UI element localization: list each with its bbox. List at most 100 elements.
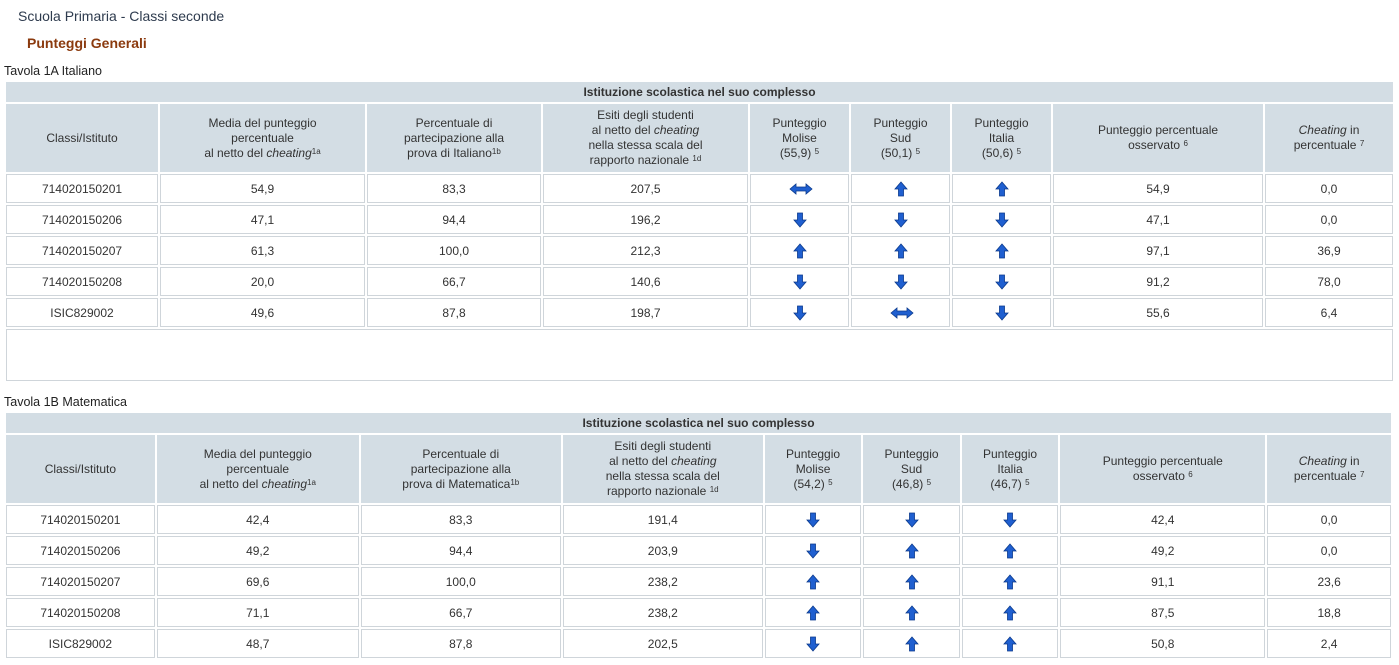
cell-confronto-sud xyxy=(851,267,950,296)
cell-osservato: 87,5 xyxy=(1060,598,1266,627)
col-header-cheating: Cheating in percentuale 7 xyxy=(1267,435,1391,503)
table-row: 714020150206 47,1 94,4 196,2 47,1 0,0 xyxy=(6,205,1394,234)
header-text: Cheating xyxy=(1298,454,1347,468)
cell-classe-id: 714020150206 xyxy=(6,536,155,565)
header-text: (55,9) xyxy=(779,145,812,160)
cell-partecipazione: 66,7 xyxy=(360,598,561,627)
header-text: cheating xyxy=(266,145,312,160)
arrow-left-right-icon xyxy=(889,305,914,321)
footnote-ref: 1b xyxy=(491,146,501,156)
table-italiano: Istituzione scolastica nel suo complesso… xyxy=(4,80,1395,383)
arrow-up-icon xyxy=(901,635,923,652)
header-text: Punteggio percentuale xyxy=(1097,123,1219,137)
cell-confronto-ita xyxy=(952,205,1051,234)
header-text: Percentuale di xyxy=(415,115,493,130)
cell-cheating: 0,0 xyxy=(1265,205,1394,234)
cell-cheating: 2,4 xyxy=(1267,629,1391,658)
cell-confronto-reg xyxy=(750,298,849,327)
cell-classe-id: 714020150201 xyxy=(6,505,155,534)
header-text: (50,1) xyxy=(880,145,913,160)
header-text: Media del punteggio xyxy=(203,446,312,461)
header-text: (54,2) xyxy=(793,476,825,491)
cell-confronto-sud xyxy=(863,536,960,565)
cell-osservato: 54,9 xyxy=(1053,174,1263,203)
cell-classe-id: ISIC829002 xyxy=(6,629,155,658)
col-header-partecipazione: Percentuale di partecipazione alla prova d… xyxy=(367,104,541,172)
cell-esiti: 191,4 xyxy=(562,505,763,534)
col-header-partecipazione: Percentuale di partecipazione alla prova d… xyxy=(360,435,561,503)
cell-confronto-ita xyxy=(952,174,1051,203)
arrow-up-icon xyxy=(991,242,1013,259)
table-caption-matematica: Tavola 1B Matematica xyxy=(4,395,127,409)
header-text: prova di Matematica xyxy=(402,476,511,491)
cell-confronto-reg xyxy=(750,236,849,265)
footnote-ref: 6 xyxy=(1183,139,1188,148)
table-row: 714020150207 69,6 100,0 238,2 91,1 23,6 xyxy=(6,567,1391,596)
header-text: (46,7) xyxy=(990,476,1022,491)
cell-esiti: 198,7 xyxy=(543,298,748,327)
cell-partecipazione: 94,4 xyxy=(360,536,561,565)
cell-confronto-ita xyxy=(961,629,1059,658)
cell-cheating: 36,9 xyxy=(1265,236,1394,265)
cell-osservato: 49,2 xyxy=(1060,536,1266,565)
header-text: in xyxy=(1350,123,1360,137)
cell-media: 61,3 xyxy=(160,236,365,265)
table-banner: Istituzione scolastica nel suo complesso xyxy=(6,82,1394,102)
cell-esiti: 140,6 xyxy=(543,267,748,296)
header-text: Punteggio xyxy=(786,446,841,461)
cell-confronto-sud xyxy=(863,505,960,534)
header-text: (46,8) xyxy=(891,476,924,491)
header-text: percentuale xyxy=(226,461,290,476)
cell-cheating: 18,8 xyxy=(1267,598,1391,627)
cell-cheating: 0,0 xyxy=(1267,505,1391,534)
cell-classe-id: 714020150207 xyxy=(6,236,158,265)
arrow-down-icon xyxy=(802,543,824,559)
header-text: Sud xyxy=(889,130,912,145)
header-text: Punteggio xyxy=(982,446,1038,461)
cell-confronto-reg xyxy=(764,505,862,534)
header-text: Media del punteggio xyxy=(208,115,317,130)
arrow-up-icon xyxy=(999,542,1021,559)
arrow-down-icon xyxy=(901,512,923,528)
arrow-down-icon xyxy=(789,305,811,321)
table-banner: Istituzione scolastica nel suo complesso xyxy=(6,413,1391,433)
cell-confronto-ita xyxy=(961,567,1059,596)
table-row: 714020150207 61,3 100,0 212,3 97,1 36,9 xyxy=(6,236,1394,265)
cell-confronto-reg xyxy=(750,174,849,203)
cell-media: 69,6 xyxy=(156,567,359,596)
header-text: al netto del xyxy=(199,476,259,491)
col-header-sud: Punteggio Sud (50,1) 5 xyxy=(851,104,950,172)
cell-confronto-ita xyxy=(952,298,1051,327)
cell-esiti: 202,5 xyxy=(562,629,763,658)
table-row: ISIC829002 48,7 87,8 202,5 50,8 2,4 xyxy=(6,629,1391,658)
cell-media: 42,4 xyxy=(156,505,359,534)
header-text: Punteggio percentuale xyxy=(1102,454,1223,468)
header-text: (50,6) xyxy=(981,145,1014,160)
footnote-ref: 1d xyxy=(692,154,702,163)
table-row: 714020150208 20,0 66,7 140,6 91,2 78,0 xyxy=(6,267,1394,296)
table-matematica: Istituzione scolastica nel suo complesso… xyxy=(4,411,1393,660)
col-header-regione: Punteggio Molise (55,9) 5 xyxy=(750,104,849,172)
arrow-down-icon xyxy=(802,636,824,652)
cell-confronto-sud xyxy=(863,629,960,658)
cell-media: 71,1 xyxy=(156,598,359,627)
header-text: al netto del xyxy=(204,145,264,160)
header-text: Classi/Istituto xyxy=(46,130,118,145)
footnote-ref: 1a xyxy=(307,477,316,487)
cell-cheating: 23,6 xyxy=(1267,567,1391,596)
arrow-down-icon xyxy=(890,274,912,290)
col-header-classi: Classi/Istituto xyxy=(6,104,158,172)
arrow-up-icon xyxy=(999,635,1021,652)
table-row: 714020150201 54,9 83,3 207,5 54,9 0,0 xyxy=(6,174,1394,203)
cell-confronto-reg xyxy=(764,536,862,565)
header-text: Sud xyxy=(900,461,923,476)
cell-esiti: 238,2 xyxy=(562,567,763,596)
cell-confronto-ita xyxy=(961,598,1059,627)
arrow-up-icon xyxy=(890,180,912,197)
header-text: cheating xyxy=(261,476,308,491)
col-header-media: Media del punteggio percentuale al netto d… xyxy=(160,104,365,172)
table-row: 714020150208 71,1 66,7 238,2 87,5 18,8 xyxy=(6,598,1391,627)
col-header-sud: Punteggio Sud (46,8) 5 xyxy=(863,435,960,503)
col-header-esiti: Esiti degli studenti al netto del cheatin… xyxy=(562,435,763,503)
cell-esiti: 238,2 xyxy=(562,598,763,627)
